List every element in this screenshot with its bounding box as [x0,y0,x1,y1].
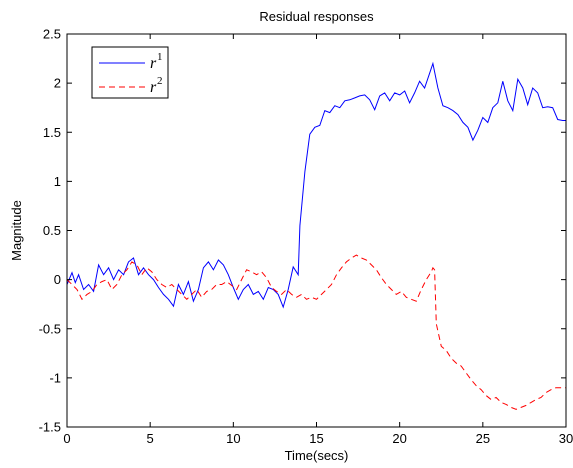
series-line-r2 [66,254,566,410]
legend-label-superscript: 1 [157,51,163,63]
x-tick-label: 30 [559,431,573,446]
legend: r 1r 2 [91,46,169,99]
y-tick-label: 1 [54,174,61,189]
y-axis-label: Magnitude [9,200,24,261]
x-tick-label: 15 [309,431,323,446]
plot-area [66,61,566,410]
y-tick-label: -1.5 [39,420,61,435]
chart-title: Residual responses [259,9,374,24]
x-axis-label: Time(secs) [285,448,349,463]
axis-ticks: 0 5 10 15 20 25 30 -1.5 -1 -0.5 0 0.5 1 1.5 2 2.5 [39,27,573,447]
series-line-r1 [66,61,566,309]
y-tick-label: 2.5 [43,27,61,42]
x-tick-label: 5 [147,431,154,446]
y-tick-label: 1.5 [43,125,61,140]
x-tick-label: 20 [392,431,406,446]
y-tick-label: -0.5 [39,321,61,336]
y-tick-label: -1 [49,370,61,385]
legend-label-r1: r [150,55,157,72]
legend-label-r2: r [150,79,157,96]
x-tick-label: 10 [226,431,240,446]
legend-box [91,46,169,99]
x-tick-label: 0 [63,431,70,446]
legend-label-superscript: 2 [157,75,163,87]
y-tick-label: 0.5 [43,223,61,238]
x-tick-label: 25 [476,431,490,446]
y-tick-label: 2 [54,76,61,91]
y-tick-label: 0 [54,272,61,287]
